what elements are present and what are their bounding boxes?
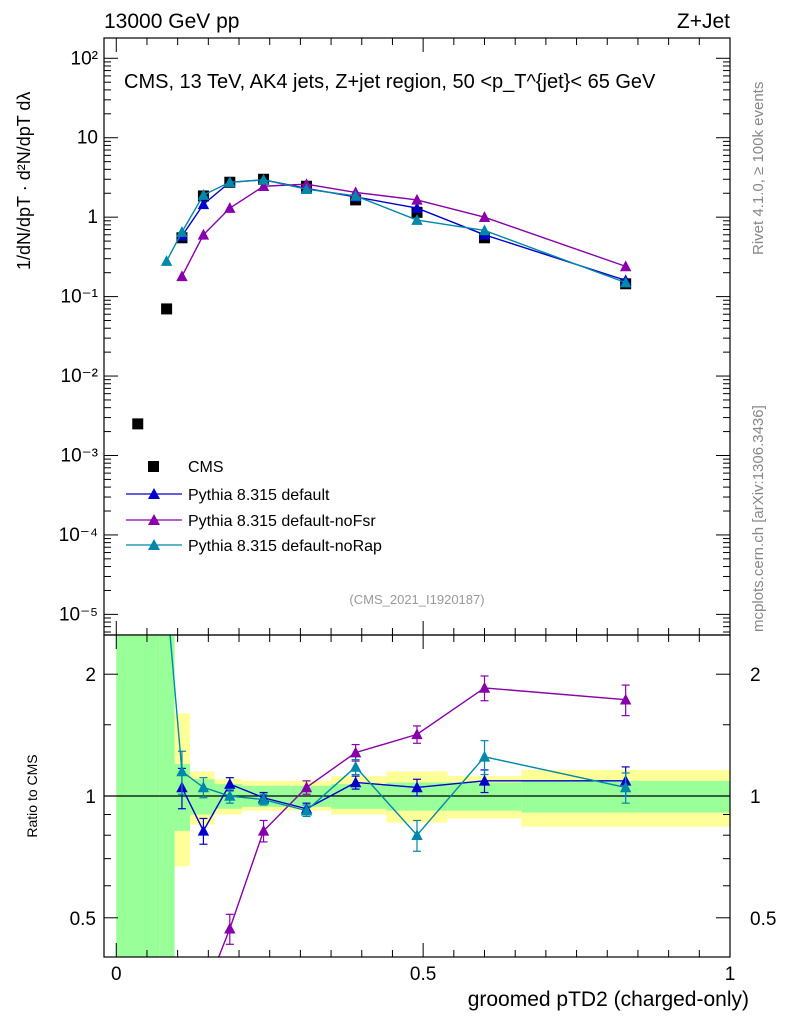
ratio-point-pythia-8-315-default — [411, 781, 423, 793]
ratio-point-pythia-8-315-default-norap — [300, 804, 313, 816]
main-y-tick-label: 10² — [71, 48, 98, 69]
main-y-tick-label: 1 — [87, 207, 98, 228]
ratio-line-pythia-8-315-default-norap — [169, 635, 626, 837]
main-point-pythia-8-315-default-nofsr — [197, 228, 210, 240]
main-point-pythia-8-315-default-norap — [300, 183, 313, 194]
ratio-point-pythia-8-315-default-nofsr — [176, 991, 187, 1002]
ratio-point-pythia-8-315-default-norap — [197, 781, 210, 793]
legend-label-default: Pythia 8.315 default — [188, 487, 330, 504]
ratio-x-tick-label: 1 — [725, 964, 736, 985]
ratio-point-pythia-8-315-default-nofsr — [349, 746, 362, 758]
ratio-point-pythia-8-315-default-nofsr — [411, 728, 423, 740]
main-point-pythia-8-315-default-norap — [176, 226, 188, 237]
main-point-pythia-8-315-default-nofsr — [257, 180, 270, 192]
ratio-point-pythia-8-315-default — [478, 774, 491, 786]
main-point-pythia-8-315-default-norap — [478, 224, 491, 236]
main-point-pythia-8-315-default-norap — [224, 176, 236, 188]
main-line-pythia-8-315-default-nofsr — [181, 183, 626, 277]
main-y-axis-label: 1/dN/dpT · d²N/dpT dλ — [14, 92, 34, 270]
ratio-x-axis: 0 0.5 1 — [111, 635, 735, 985]
ratio-y-tick-label-right: 2 — [750, 665, 761, 686]
rivet-label: Rivet 4.1.0, ≥ 100k events — [750, 82, 767, 255]
ratio-point-pythia-8-315-default-norap — [619, 781, 632, 793]
main-x-ticks — [115, 38, 731, 635]
main-line-pythia-8-315-default — [181, 179, 626, 282]
ratio-y-tick-label-right: 1 — [750, 787, 761, 808]
main-point-pythia-8-315-default-nofsr — [619, 260, 632, 272]
main-y-tick-label: 10⁻³ — [61, 445, 99, 466]
main-y-tick-label: 10⁻⁴ — [59, 525, 98, 546]
ratio-y-tick-label: 2 — [85, 665, 96, 686]
main-y-axis: 10⁻⁵ 10⁻⁴ 10⁻³ 10⁻² 10⁻¹ 1 10 10² — [59, 48, 730, 633]
ratio-point-pythia-8-315-default — [349, 776, 362, 788]
ratio-point-pythia-8-315-default-norap — [176, 765, 188, 777]
process-label: Z+Jet — [677, 10, 730, 33]
main-point-pythia-8-315-default — [411, 202, 423, 213]
main-y-tick-label: 10⁻¹ — [61, 287, 99, 308]
main-y-tick-label: 10⁻² — [61, 366, 99, 387]
ratio-y-tick-label-right: 0.5 — [750, 909, 776, 930]
main-point-pythia-8-315-default-norap — [197, 189, 210, 200]
main-point-pythia-8-315-default-norap — [411, 214, 423, 225]
main-marks — [132, 173, 632, 430]
mcplots-label: mcplots.cern.ch [arXiv:1306.3436] — [750, 405, 767, 632]
main-line-pythia-8-315-default-norap — [165, 179, 626, 284]
main-point-pythia-8-315-default-norap — [619, 276, 632, 288]
ratio-point-pythia-8-315-default-norap — [411, 829, 423, 841]
ratio-y-tick-label: 1 — [85, 787, 96, 808]
energy-label: 13000 GeV pp — [104, 10, 239, 33]
legend-marker-default — [148, 488, 160, 499]
ratio-point-pythia-8-315-default-nofsr — [257, 824, 270, 836]
legend-marker-cms — [148, 461, 159, 472]
ratio-point-pythia-8-315-default-nofsr — [224, 922, 236, 934]
main-point-pythia-8-315-default-nofsr — [411, 193, 423, 205]
ratio-x-tick-label: 0 — [111, 964, 122, 985]
ratio-point-pythia-8-315-default — [224, 778, 236, 789]
legend-label-nofsr: Pythia 8.315 default-noFsr — [188, 513, 376, 530]
ratio-point-pythia-8-315-default-nofsr — [619, 693, 632, 705]
main-point-pythia-8-315-default-norap — [160, 255, 173, 266]
main-point-pythia-8-315-default — [197, 198, 210, 210]
ratio-point-pythia-8-315-default-norap — [224, 790, 236, 801]
main-y-tick-label: 10 — [77, 128, 98, 149]
ratio-point-pythia-8-315-default-nofsr — [300, 781, 313, 793]
ratio-point-pythia-8-315-default-nofsr — [198, 990, 209, 1001]
ratio-y-tick-label: 0.5 — [70, 909, 96, 930]
ratio-y-axis-label: Ratio to CMS — [24, 754, 40, 837]
ratio-point-pythia-8-315-default-norap — [478, 750, 491, 762]
ratio-point-pythia-8-315-default-nofsr — [478, 681, 491, 693]
ratio-point-pythia-8-315-default-norap — [161, 589, 172, 600]
ratio-point-pythia-8-315-default-norap — [257, 793, 270, 805]
chart-title: CMS, 13 TeV, AK4 jets, Z+jet region, 50 … — [124, 71, 656, 93]
main-point-cms — [161, 303, 173, 315]
legend-label-cms: CMS — [188, 459, 224, 476]
ratio-x-tick-label: 0.5 — [410, 964, 436, 985]
main-point-pythia-8-315-default-norap — [349, 189, 362, 201]
legend-label-norap: Pythia 8.315 default-noRap — [188, 538, 382, 555]
ratio-line-pythia-8-315-default-nofsr — [217, 687, 626, 957]
legend-marker-nofsr — [148, 514, 160, 525]
analysis-id: (CMS_2021_I1920187) — [349, 592, 484, 607]
main-point-pythia-8-315-default-nofsr — [478, 211, 491, 222]
ratio-y-axis: 0.5 0.5 1 1 2 2 — [70, 665, 777, 930]
main-point-pythia-8-315-default-nofsr — [176, 270, 188, 282]
main-y-tick-label: 10⁻⁵ — [59, 604, 98, 625]
main-point-pythia-8-315-default-nofsr — [224, 202, 236, 213]
ratio-panel: 0.5 0.51 12 2 0 0.5 1 Ratio to CMS groomed pT… — [24, 589, 777, 1011]
main-point-pythia-8-315-default-norap — [257, 173, 270, 185]
ratio-marks — [104, 589, 730, 1002]
x-axis-label: groomed pTD2 (charged-only) — [468, 988, 749, 1011]
ratio-point-pythia-8-315-default-norap — [349, 760, 362, 772]
legend-marker-norap — [148, 539, 160, 550]
legend: CMS Pythia 8.315 default Pythia 8.315 de… — [126, 459, 382, 555]
main-panel: 10⁻⁵ 10⁻⁴ 10⁻³ 10⁻² 10⁻¹ 1 10 10² CMS, 13 TeV, … — [14, 37, 731, 636]
main-point-cms — [132, 418, 144, 430]
ratio-point-pythia-8-315-default — [197, 824, 210, 836]
